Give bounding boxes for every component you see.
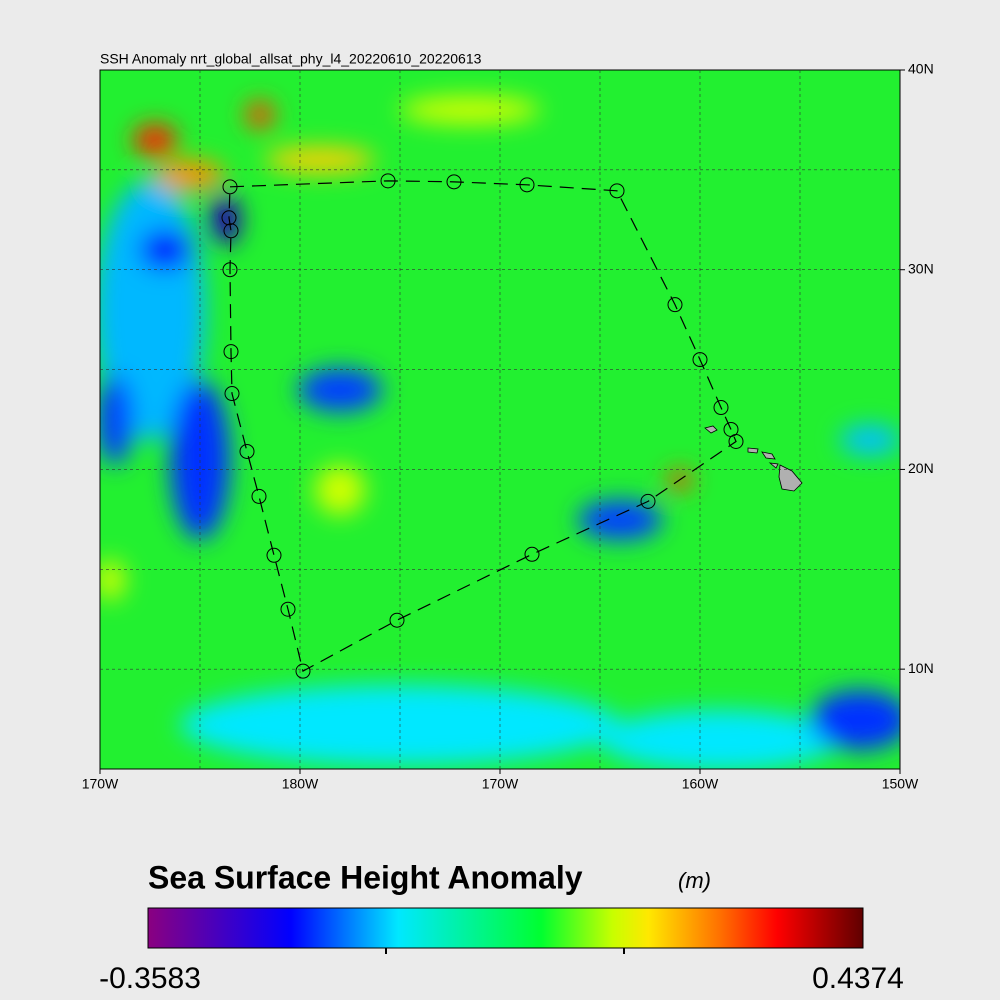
- ssh-field: [100, 70, 900, 769]
- track-station: [280, 601, 296, 617]
- y-tick-label: 40N: [908, 61, 934, 77]
- x-tick-label: 170W: [482, 776, 519, 792]
- track-station: [295, 663, 311, 679]
- colorbar-title: Sea Surface Height Anomaly: [148, 859, 583, 895]
- track-station: [609, 183, 625, 199]
- track-station: [251, 488, 267, 504]
- track-station: [667, 297, 683, 313]
- track-station: [221, 210, 237, 226]
- colorbar-unit: (m): [678, 868, 711, 893]
- track-station: [519, 177, 535, 193]
- track-line: [228, 180, 737, 673]
- track-station: [713, 400, 729, 416]
- track-station: [446, 174, 462, 190]
- y-tick-label: 10N: [908, 660, 934, 676]
- track-station: [524, 546, 540, 562]
- x-tick-label: 180W: [282, 776, 319, 792]
- colorbar-min: -0.3583: [99, 962, 201, 995]
- colorbar: [147, 907, 864, 949]
- track-station: [222, 179, 238, 195]
- colorbar-max: 0.4374: [812, 962, 904, 995]
- track-station: [380, 173, 396, 189]
- track-station: [222, 262, 238, 278]
- map-title: SSH Anomaly nrt_global_allsat_phy_l4_202…: [100, 51, 482, 67]
- track-station: [389, 612, 405, 628]
- track-station: [266, 547, 282, 563]
- x-tick-label: 150W: [882, 776, 919, 792]
- track-station: [224, 386, 240, 402]
- track-station: [223, 344, 239, 360]
- hawaiian-islands: [704, 425, 803, 492]
- x-tick-label: 170W: [82, 776, 119, 792]
- y-tick-label: 30N: [908, 260, 934, 276]
- y-tick-label: 20N: [908, 460, 934, 476]
- track-station: [692, 352, 708, 368]
- x-tick-label: 160W: [682, 776, 719, 792]
- track-station: [728, 433, 744, 449]
- track-station: [239, 443, 255, 459]
- track-station: [640, 493, 656, 509]
- track-station: [223, 223, 239, 239]
